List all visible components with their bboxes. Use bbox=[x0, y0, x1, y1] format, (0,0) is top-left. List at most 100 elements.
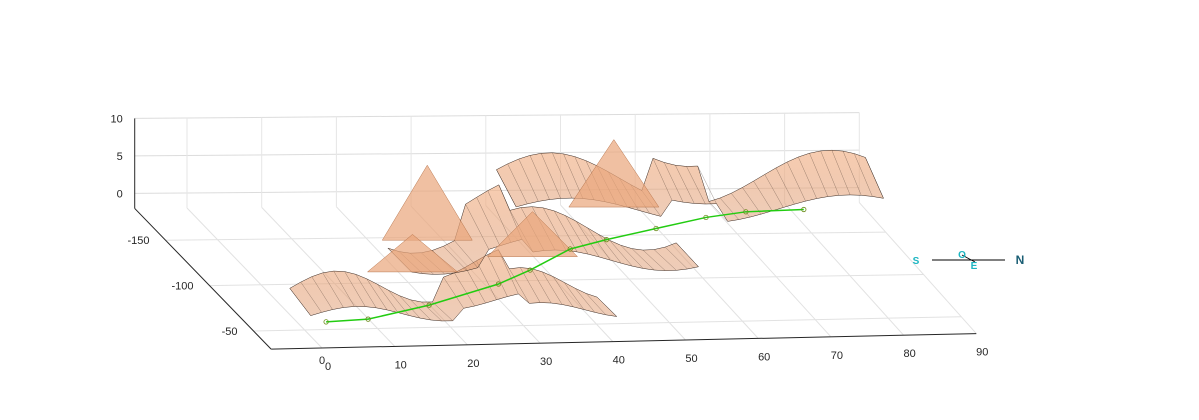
mesh-line bbox=[676, 242, 699, 267]
mesh-line bbox=[531, 268, 552, 304]
mesh-line bbox=[565, 215, 589, 255]
terrain-peak bbox=[568, 139, 660, 208]
x-tick-label: 20 bbox=[467, 358, 479, 370]
mesh-line bbox=[289, 288, 311, 316]
z-tick-label: 10 bbox=[110, 113, 122, 125]
mesh-line bbox=[798, 156, 817, 199]
tick-labels: 0 0 10 20 30 40 50 60 70 80 90 -50 -100 -150 0 5 10 bbox=[110, 113, 988, 373]
x-gridline bbox=[858, 202, 977, 334]
mesh-line bbox=[377, 284, 399, 313]
mesh-line bbox=[465, 204, 490, 250]
mesh-line bbox=[842, 151, 862, 196]
axis-line bbox=[134, 208, 272, 350]
path-point bbox=[653, 225, 659, 232]
mesh-line bbox=[355, 274, 377, 308]
mesh-line bbox=[432, 301, 453, 321]
mesh-line bbox=[831, 150, 851, 195]
mesh-line bbox=[476, 197, 501, 246]
mesh-line bbox=[620, 245, 644, 269]
mesh-line bbox=[642, 249, 666, 271]
x-tick-label: 80 bbox=[903, 348, 915, 360]
path-point bbox=[603, 237, 610, 243]
mesh-line bbox=[322, 272, 344, 308]
mesh-line bbox=[585, 293, 606, 315]
mesh-line bbox=[575, 288, 596, 313]
path-point bbox=[567, 246, 573, 252]
mesh-line bbox=[675, 165, 695, 204]
path-point bbox=[743, 209, 749, 215]
x-tick-label: 70 bbox=[831, 350, 843, 362]
mesh-line bbox=[540, 153, 561, 199]
mesh-line bbox=[708, 201, 728, 222]
mesh-line bbox=[786, 161, 806, 202]
path-point bbox=[365, 316, 371, 322]
x-tick-label: 10 bbox=[395, 359, 407, 371]
mesh-line bbox=[587, 227, 611, 261]
x-tick-label: 40 bbox=[613, 355, 625, 367]
mesh-line bbox=[552, 152, 572, 199]
mesh-line bbox=[443, 246, 467, 271]
mesh-line bbox=[764, 174, 784, 208]
y-tick-label: -50 bbox=[222, 326, 238, 338]
path-series bbox=[323, 206, 807, 325]
mesh-line bbox=[809, 153, 829, 197]
mesh-line bbox=[344, 271, 366, 307]
mesh-line bbox=[742, 187, 762, 215]
compass-west-label: O bbox=[958, 250, 966, 261]
path-point bbox=[801, 206, 807, 213]
mesh-line bbox=[542, 271, 563, 305]
mesh-line bbox=[366, 278, 388, 311]
x-tick-label: 90 bbox=[976, 347, 988, 359]
mesh-line bbox=[686, 166, 706, 205]
mesh-line bbox=[333, 270, 355, 307]
mesh-line bbox=[865, 157, 884, 199]
path-point bbox=[703, 214, 709, 221]
mesh-line bbox=[731, 193, 751, 218]
x-tick-label: 60 bbox=[758, 351, 770, 363]
mesh-line bbox=[652, 158, 673, 201]
mesh-line bbox=[553, 276, 574, 307]
mesh-line bbox=[697, 165, 717, 204]
x-gridline bbox=[784, 202, 904, 336]
mesh-line bbox=[663, 162, 684, 203]
mesh-line bbox=[775, 167, 795, 205]
mesh-line bbox=[311, 276, 333, 310]
y-tick-label: -100 bbox=[171, 281, 193, 293]
mesh-line bbox=[410, 299, 432, 321]
compass-south-label: S bbox=[913, 256, 920, 267]
z-tick-label: 0 bbox=[117, 188, 123, 200]
mesh-line bbox=[653, 249, 677, 271]
mesh-line bbox=[598, 234, 622, 264]
path-point bbox=[426, 302, 432, 308]
x-gridline bbox=[186, 207, 323, 349]
mesh-line bbox=[719, 197, 739, 220]
y-tick-label: -150 bbox=[127, 235, 149, 247]
mesh-line bbox=[664, 246, 688, 270]
mesh-line bbox=[443, 277, 464, 309]
mesh-line bbox=[609, 240, 633, 267]
terrain-surface bbox=[289, 139, 884, 322]
terrain-peak bbox=[381, 164, 473, 241]
x-gridline bbox=[709, 203, 832, 338]
z-gridline bbox=[134, 112, 860, 119]
mesh-line bbox=[498, 249, 519, 294]
mesh-line bbox=[854, 153, 873, 197]
mesh-line bbox=[564, 282, 585, 310]
mesh-line bbox=[476, 260, 497, 300]
compass: S O E N bbox=[913, 250, 1025, 272]
mesh-line bbox=[576, 221, 600, 258]
compass-east-label: E bbox=[971, 261, 978, 272]
mesh-line bbox=[554, 210, 578, 253]
z-gridline bbox=[134, 149, 860, 157]
mesh-line bbox=[753, 180, 773, 211]
path-point bbox=[527, 267, 533, 273]
x-tick-label: 0 bbox=[325, 361, 331, 373]
mesh-line bbox=[509, 268, 530, 304]
axis-line bbox=[271, 333, 977, 350]
terrain-peak bbox=[366, 234, 459, 273]
x-tick-label: 30 bbox=[540, 356, 552, 368]
mesh-line bbox=[454, 240, 478, 268]
compass-needle bbox=[961, 254, 976, 263]
x-tick-extra: 0 bbox=[319, 355, 325, 367]
mesh-line bbox=[465, 267, 486, 304]
